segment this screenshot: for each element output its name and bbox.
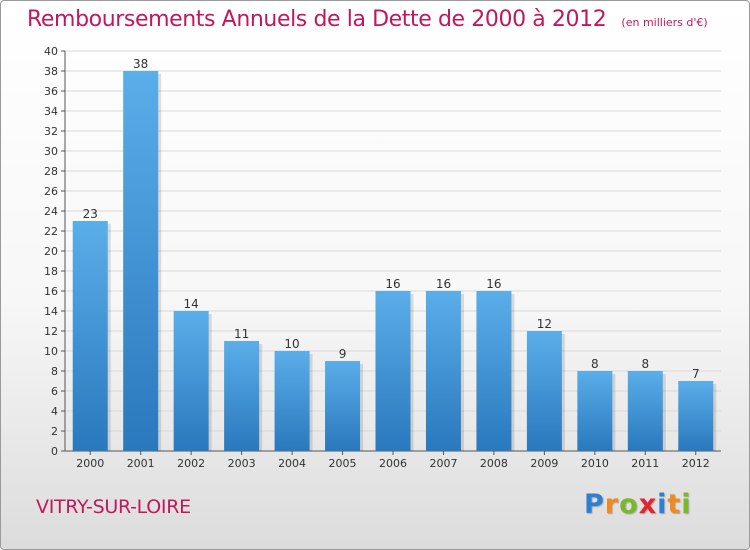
bar-2009[interactable] [526, 331, 562, 451]
bar-value-label: 7 [692, 367, 700, 381]
bar-2003[interactable] [224, 341, 260, 451]
y-tick-label: 40 [44, 45, 58, 58]
x-tick-label: 2010 [581, 457, 609, 470]
y-tick-label: 10 [44, 345, 58, 358]
x-tick-label: 2012 [682, 457, 710, 470]
logo-letter: o [619, 489, 639, 520]
logo-letter: P [584, 489, 605, 520]
y-tick-label: 4 [51, 405, 58, 418]
y-tick-label: 12 [44, 325, 58, 338]
x-tick-label: 2004 [278, 457, 306, 470]
y-tick-label: 20 [44, 245, 58, 258]
bar-2002[interactable] [173, 311, 209, 451]
y-tick-label: 24 [44, 205, 58, 218]
y-tick-label: 28 [44, 165, 58, 178]
y-tick-label: 22 [44, 225, 58, 238]
x-tick-label: 2000 [76, 457, 104, 470]
bar-2006[interactable] [375, 291, 411, 451]
bar-value-label: 8 [641, 357, 649, 371]
x-tick-label: 2001 [127, 457, 155, 470]
bar-2001[interactable] [123, 71, 159, 451]
city-name: VITRY-SUR-LOIRE [36, 496, 191, 518]
logo-letter: i [657, 489, 668, 520]
bar-value-label: 16 [486, 277, 501, 291]
bar-2000[interactable] [72, 221, 108, 451]
bar-2011[interactable] [627, 371, 663, 451]
x-tick-label: 2002 [177, 457, 205, 470]
title-row: Remboursements Annuels de la Dette de 20… [27, 7, 708, 32]
y-tick-label: 14 [44, 305, 58, 318]
bar-value-label: 16 [436, 277, 451, 291]
bar-value-label: 23 [83, 207, 98, 221]
bar-2010[interactable] [577, 371, 613, 451]
bar-value-label: 9 [339, 347, 347, 361]
labels: 0246810121416182022242628303234363840232… [44, 45, 710, 470]
y-tick-label: 0 [51, 445, 58, 458]
y-tick-label: 38 [44, 65, 58, 78]
chart-subtitle: (en milliers d'€) [621, 16, 708, 29]
bar-value-label: 14 [184, 297, 199, 311]
bar-2008[interactable] [476, 291, 512, 451]
x-tick-label: 2003 [228, 457, 256, 470]
logo-letter: i [681, 489, 692, 520]
chart-title: Remboursements Annuels de la Dette de 20… [27, 7, 607, 32]
bars [72, 71, 717, 451]
x-tick-label: 2006 [379, 457, 407, 470]
y-tick-label: 26 [44, 185, 58, 198]
y-tick-label: 32 [44, 125, 58, 138]
x-tick-label: 2009 [530, 457, 558, 470]
bar-value-label: 8 [591, 357, 599, 371]
logo-letter: t [667, 489, 682, 520]
x-tick-label: 2007 [429, 457, 457, 470]
bar-2004[interactable] [274, 351, 310, 451]
y-tick-label: 16 [44, 285, 58, 298]
bar-value-label: 16 [385, 277, 400, 291]
y-tick-label: 8 [51, 365, 58, 378]
y-tick-label: 2 [51, 425, 58, 438]
bar-2007[interactable] [425, 291, 461, 451]
logo-letter: r [604, 489, 620, 520]
bar-2005[interactable] [325, 361, 361, 451]
x-tick-label: 2005 [329, 457, 357, 470]
bar-2012[interactable] [678, 381, 714, 451]
bar-value-label: 38 [133, 57, 148, 71]
proxiti-logo[interactable]: Proxiti [584, 489, 692, 520]
x-tick-label: 2008 [480, 457, 508, 470]
y-tick-label: 34 [44, 105, 58, 118]
bar-value-label: 10 [284, 337, 299, 351]
bar-value-label: 11 [234, 327, 249, 341]
bar-value-label: 12 [537, 317, 552, 331]
y-tick-label: 6 [51, 385, 58, 398]
y-tick-label: 30 [44, 145, 58, 158]
x-tick-label: 2011 [631, 457, 659, 470]
logo-letter: x [638, 489, 658, 520]
y-tick-label: 18 [44, 265, 58, 278]
y-tick-label: 36 [44, 85, 58, 98]
